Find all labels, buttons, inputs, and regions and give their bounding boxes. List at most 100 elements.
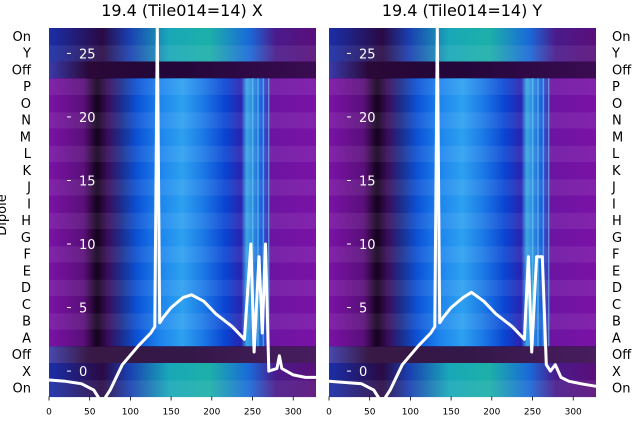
heatmap-row xyxy=(329,212,596,230)
heatmap-row xyxy=(49,262,316,280)
overlay-tick-label: 5 xyxy=(79,302,87,317)
heatmap-row xyxy=(49,212,316,230)
heatmap-streak xyxy=(257,78,259,347)
row-label: I xyxy=(612,197,616,212)
x-tick-label: 0 xyxy=(46,408,52,418)
y-axis-label: Dipole xyxy=(0,194,10,235)
overlay-tick-label: 10 xyxy=(79,238,96,253)
heatmap-panel-y: 19.4 (Tile014=14) Y OnYOffPONMLKJIHGFEDC… xyxy=(326,1,632,418)
heatmap-row xyxy=(49,61,316,79)
overlay-tick-label: 0 xyxy=(79,365,87,380)
heatmap-row xyxy=(329,346,596,364)
heatmap-cells xyxy=(49,28,316,398)
overlay-line xyxy=(48,26,316,405)
heatmap-row xyxy=(329,312,596,331)
row-label: A xyxy=(22,331,31,346)
heatmap-row xyxy=(49,28,316,46)
heatmap-cells xyxy=(329,28,596,398)
heatmap-row xyxy=(329,28,596,46)
overlay-tick-label: 10 xyxy=(359,238,376,253)
heatmap-streak xyxy=(251,78,254,347)
heatmap-row xyxy=(49,379,316,398)
row-label: F xyxy=(24,248,31,263)
panel-y-title: 19.4 (Tile014=14) Y xyxy=(382,1,543,20)
row-label: On xyxy=(13,30,31,45)
heatmap-row xyxy=(329,279,596,297)
x-ticks: 0 50 100 150 200 250 300 xyxy=(326,396,582,418)
heatmap-row xyxy=(49,111,316,130)
x-tick-label: 300 xyxy=(285,408,302,418)
row-label: O xyxy=(21,97,31,112)
x-ticks: 0 50 100 150 200 250 300 xyxy=(46,396,302,418)
row-label: D xyxy=(612,281,622,296)
heatmap-row xyxy=(329,195,596,213)
x-tick-label: 200 xyxy=(483,408,500,418)
row-label: M xyxy=(20,130,31,145)
heatmap-row xyxy=(49,195,316,213)
heatmap-row xyxy=(49,346,316,364)
heatmap-row xyxy=(329,262,596,280)
heatmap-row xyxy=(329,162,596,180)
heatmap-row xyxy=(49,279,316,297)
overlay-ticks: 0 5 10 15 20 25 xyxy=(67,47,96,380)
row-label: N xyxy=(612,114,622,129)
row-label: M xyxy=(612,130,623,145)
heatmap-row xyxy=(49,312,316,331)
row-label: K xyxy=(22,164,31,179)
heatmap-row xyxy=(329,178,596,197)
overlay-tick-label: 20 xyxy=(359,111,376,126)
row-label: J xyxy=(611,181,616,196)
heatmap-row xyxy=(49,296,316,314)
x-tick-label: 100 xyxy=(402,408,419,418)
heatmap-streak xyxy=(267,78,270,347)
row-label: L xyxy=(24,147,32,162)
row-label: On xyxy=(612,30,630,45)
heatmap-row xyxy=(329,128,596,146)
row-label: K xyxy=(612,164,621,179)
row-label: X xyxy=(22,365,31,380)
overlay-tick-label: 15 xyxy=(79,174,96,189)
overlay-tick-label: 5 xyxy=(359,302,367,317)
heatmap-row xyxy=(329,61,596,79)
row-label: H xyxy=(612,214,622,229)
heatmap-streak xyxy=(262,78,265,347)
row-label: O xyxy=(612,97,622,112)
overlay-tick-label: 25 xyxy=(359,47,376,62)
heatmap-row xyxy=(49,128,316,146)
x-tick-label: 200 xyxy=(203,408,220,418)
heatmap-row xyxy=(329,329,596,347)
x-tick-label: 100 xyxy=(122,408,139,418)
heatmap-row xyxy=(329,145,596,163)
row-label: A xyxy=(612,331,621,346)
heatmap-row xyxy=(49,44,316,63)
row-label: On xyxy=(612,382,630,397)
x-tick-label: 250 xyxy=(244,408,261,418)
x-tick-label: 0 xyxy=(326,408,332,418)
row-label: P xyxy=(612,80,620,95)
heatmap-row xyxy=(329,95,596,113)
heatmap-row xyxy=(49,145,316,163)
heatmap-row xyxy=(49,162,316,180)
row-label: Off xyxy=(612,348,632,363)
overlay-ticks: 0 5 10 15 20 25 xyxy=(347,47,376,380)
overlay-tick-label: 15 xyxy=(359,174,376,189)
heatmap-streak xyxy=(547,78,550,347)
heatmap-row xyxy=(329,44,596,63)
heatmap-streak xyxy=(542,78,545,347)
heatmap-row xyxy=(49,178,316,197)
row-label: H xyxy=(21,214,31,229)
row-label: J xyxy=(26,181,31,196)
row-label: Off xyxy=(612,63,632,78)
heatmap-row xyxy=(49,95,316,113)
x-tick-label: 50 xyxy=(364,408,376,418)
row-label: Y xyxy=(611,47,620,62)
row-label: X xyxy=(612,365,621,380)
row-label: C xyxy=(612,298,621,313)
panel-x-title: 19.4 (Tile014=14) X xyxy=(101,1,263,20)
row-label: E xyxy=(23,264,31,279)
heatmap-streak xyxy=(537,78,539,347)
heatmap-streak xyxy=(531,78,534,347)
